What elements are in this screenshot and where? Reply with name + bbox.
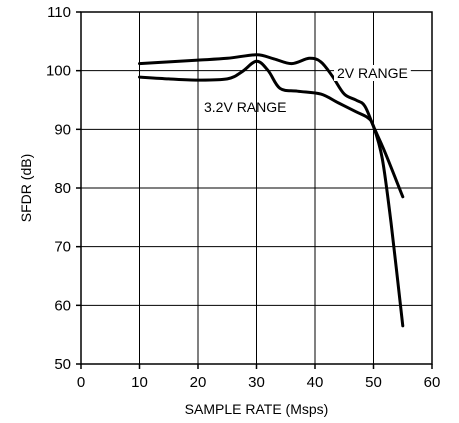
- y-tick-label: 90: [54, 121, 71, 138]
- series-label-background-2v: [334, 65, 411, 81]
- series-label-2v-range: 2V RANGE: [337, 65, 408, 81]
- series-labels: 2V RANGE 3.2V RANGE: [204, 65, 411, 115]
- x-tick-label: 0: [77, 374, 85, 391]
- y-tick-label: 70: [54, 239, 71, 256]
- x-tick-label: 10: [131, 374, 148, 391]
- y-tick-label: 80: [54, 180, 71, 197]
- series-line-0: [138, 53, 405, 199]
- y-axis-title: SFDR (dB): [18, 154, 34, 222]
- y-tick-label: 110: [47, 4, 71, 21]
- series-label-3p2v-range: 3.2V RANGE: [204, 99, 286, 115]
- x-tick-label: 40: [307, 374, 324, 391]
- series-lines: [138, 53, 405, 328]
- x-axis-title: SAMPLE RATE (Msps): [185, 401, 329, 417]
- x-tick-label: 30: [248, 374, 265, 391]
- x-axis: 0 10 20 30 40 50 60: [77, 364, 441, 391]
- series-line-1: [138, 59, 405, 328]
- x-tick-label: 50: [365, 374, 382, 391]
- x-tick-label: 60: [424, 374, 441, 391]
- y-axis: 50 60 70 80 90 100 110: [46, 4, 81, 373]
- x-tick-label: 20: [190, 374, 207, 391]
- y-tick-label: 100: [46, 63, 71, 80]
- y-tick-label: 50: [54, 356, 71, 373]
- y-tick-label: 60: [54, 297, 71, 314]
